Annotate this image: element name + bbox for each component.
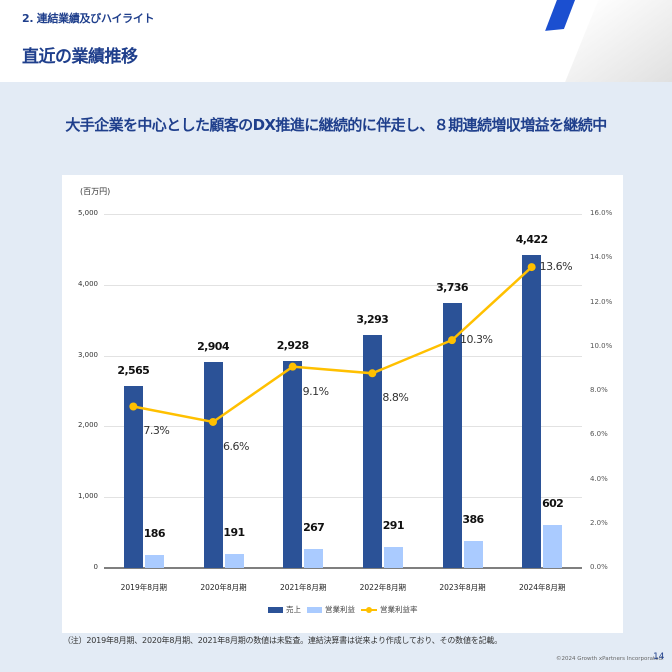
gridline (104, 214, 582, 215)
decoration-blue-shape (545, 0, 577, 31)
operating-profit-value-label: 186 (143, 526, 166, 540)
operating-profit-value-label: 386 (462, 512, 484, 526)
operating-profit-bar (224, 554, 244, 568)
revenue-value-label: 4,422 (515, 232, 548, 246)
operating-margin-value-label: 9.1% (302, 384, 329, 398)
y2-axis-tick-label: 14.0% (590, 253, 613, 262)
y2-axis-tick-label: 8.0% (590, 386, 608, 394)
operating-profit-bar (463, 540, 483, 568)
y2-axis-tick-label: 10.0% (590, 341, 613, 350)
y-axis-tick-label: 1,000 (77, 492, 98, 501)
operating-profit-value-label: 602 (542, 497, 564, 511)
y-axis-tick-label: 3,000 (77, 350, 98, 359)
y-axis-tick-label: 0 (93, 563, 98, 571)
operating-profit-bar (304, 549, 324, 568)
gridline (104, 284, 582, 286)
x-axis-category-label: 2020年8月期 (200, 583, 247, 592)
footnote: （注）2019年8月期、2020年8月期、2021年8月期の数値は未監査。連結決… (63, 636, 502, 645)
revenue-value-label: 3,736 (436, 281, 468, 295)
legend-operating-profit: 営業利益 (307, 604, 355, 615)
operating-margin-value-label: 6.6% (223, 439, 249, 453)
y-axis-unit-label: (百万円) (80, 187, 111, 196)
revenue-value-label: 3,293 (356, 312, 389, 326)
y2-axis-tick-label: 12.0% (590, 297, 613, 306)
operating-profit-value-label: 291 (382, 519, 405, 533)
x-axis-line (104, 567, 582, 569)
y-axis-tick-label: 5,000 (77, 209, 98, 217)
operating-margin-value-label: 8.8% (382, 391, 409, 405)
revenue-value-label: 2,928 (276, 338, 309, 352)
y2-axis-tick-label: 2.0% (590, 518, 608, 527)
x-axis-category-label: 2023年8月期 (439, 583, 486, 592)
operating-margin-value-label: 7.3% (143, 424, 170, 438)
operating-profit-value-label: 267 (303, 521, 325, 535)
revenue-bar (283, 360, 303, 568)
legend-revenue: 売上 (268, 604, 301, 615)
revenue-value-label: 2,565 (117, 364, 150, 378)
operating-profit-bar (144, 554, 164, 568)
gridline (104, 497, 582, 499)
legend-swatch-revenue-icon (268, 606, 283, 613)
page-title: 直近の業績推移 (22, 47, 138, 67)
operating-profit-bar (543, 525, 563, 568)
gridline (104, 355, 582, 357)
revenue-bar (123, 386, 143, 568)
header: 2. 連結業績及びハイライト 直近の業績推移 (0, 0, 672, 90)
section-label: 2. 連結業績及びハイライト (22, 12, 155, 25)
x-axis-category-label: 2021年8月期 (279, 583, 327, 592)
y2-axis-tick-label: 0.0% (590, 563, 608, 571)
headline: 大手企業を中心とした顧客のDX推進に継続的に伴走し、８期連続増収増益を継続中 (65, 116, 607, 134)
operating-profit-value-label: 191 (223, 526, 245, 540)
y2-axis-tick-label: 16.0% (590, 209, 613, 217)
y-axis-tick-label: 2,000 (77, 421, 98, 430)
revenue-bar (442, 303, 462, 568)
page-number: 14 (653, 652, 665, 662)
y2-axis-tick-label: 6.0% (590, 430, 608, 439)
revenue-value-label: 2,904 (197, 340, 229, 354)
legend-swatch-operating-profit-icon (307, 606, 322, 613)
operating-profit-bar (383, 547, 403, 568)
legend-operating-margin: 営業利益率 (361, 604, 418, 615)
operating-margin-value-label: 10.3% (460, 333, 493, 347)
x-axis-category-label: 2024年8月期 (518, 583, 566, 592)
copyright: ©2024 Growth xPartners Incorporated. (556, 656, 664, 662)
gridline (104, 426, 582, 428)
x-axis-category-label: 2019年8月期 (120, 583, 167, 592)
y-axis-tick-label: 4,000 (77, 279, 98, 288)
corner-decoration (532, 0, 672, 90)
revenue-bar (522, 254, 542, 568)
operating-margin-value-label: 13.6% (539, 260, 573, 274)
legend-swatch-line-marker-icon (361, 606, 377, 614)
y2-axis-tick-label: 4.0% (590, 474, 608, 483)
chart-legend: 売上 営業利益 営業利益率 (268, 604, 418, 615)
x-axis-category-label: 2022年8月期 (359, 583, 406, 592)
revenue-bar (362, 334, 382, 568)
